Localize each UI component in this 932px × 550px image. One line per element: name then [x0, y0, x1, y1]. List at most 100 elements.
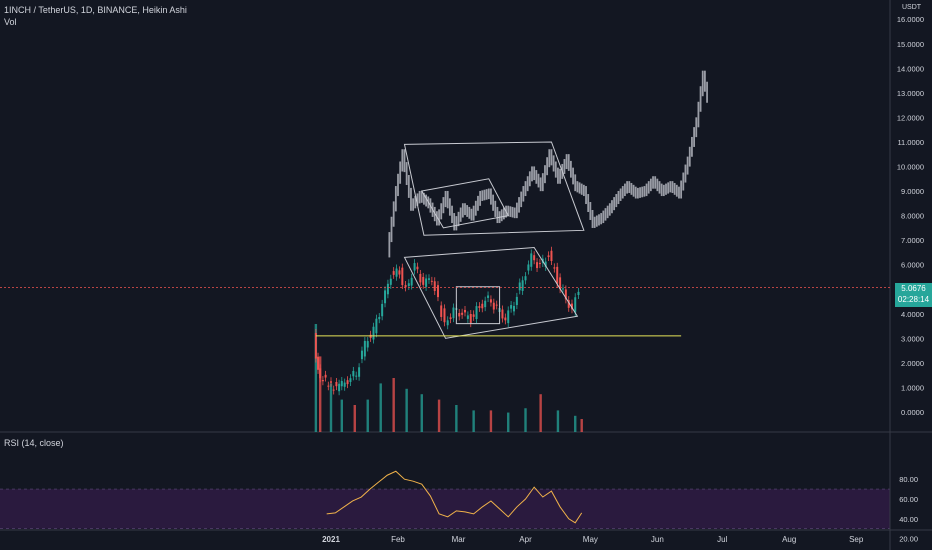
candle-body	[461, 312, 464, 315]
candle-body	[443, 308, 446, 323]
candle-body	[458, 313, 461, 317]
volume-bar	[420, 394, 423, 432]
rsi-axis-label: 60.00	[899, 495, 918, 504]
candle-body	[398, 270, 401, 275]
rsi-band	[0, 489, 890, 529]
overlay-pattern-inner	[420, 178, 509, 229]
time-axis-label: Feb	[391, 535, 405, 544]
candle-body	[381, 303, 384, 317]
candle-body	[553, 267, 556, 269]
candle-body	[416, 266, 419, 270]
candle-body	[489, 299, 492, 303]
volume-bar	[314, 324, 318, 432]
candle-body	[401, 267, 404, 286]
candle-body	[452, 307, 455, 319]
candle-body	[472, 314, 475, 317]
time-axis-label: May	[583, 535, 598, 544]
candle-body	[395, 268, 398, 277]
price-axis-label: 0.0000	[901, 408, 924, 417]
candle-body	[317, 356, 320, 370]
price-axis-label: 16.0000	[897, 15, 924, 24]
candle-body	[384, 290, 387, 304]
candle-body	[495, 304, 498, 306]
candle-body	[422, 276, 425, 285]
rsi-axis-label: 40.00	[899, 515, 918, 524]
candle-body	[413, 263, 416, 271]
volume-bar	[539, 394, 542, 432]
candle-body	[335, 381, 338, 387]
volume-bar	[524, 408, 527, 432]
price-axis-label: 14.0000	[897, 64, 924, 73]
candle-body	[410, 277, 413, 286]
price-axis-label: 13.0000	[897, 89, 924, 98]
candle-body	[332, 389, 335, 391]
candle-body	[404, 285, 407, 288]
candle-body	[440, 305, 443, 317]
time-axis-label: Jul	[717, 535, 727, 544]
price-axis-label: 7.0000	[901, 236, 924, 245]
candle-body	[469, 313, 472, 324]
candle-body	[538, 262, 541, 265]
candle-body	[561, 288, 564, 290]
volume-bar	[437, 399, 441, 432]
price-axis-label: 10.0000	[897, 163, 924, 172]
volume-bar	[318, 356, 322, 432]
candle-body	[338, 383, 341, 392]
candle-body	[515, 296, 518, 306]
price-axis-label: 3.0000	[901, 334, 924, 343]
price-axis-label: 4.0000	[901, 310, 924, 319]
candle-body	[392, 271, 395, 275]
time-axis-label: Mar	[452, 535, 466, 544]
candle-body	[433, 281, 436, 291]
candle-body	[346, 380, 349, 385]
rsi-axis-label: 20.00	[899, 535, 918, 544]
rsi-label: RSI (14, close)	[4, 438, 64, 448]
candle-body	[550, 250, 553, 261]
candle-body	[521, 280, 524, 291]
candle-body	[567, 300, 570, 308]
candle-body	[446, 320, 449, 326]
time-axis-label: 2021	[322, 535, 340, 544]
volume-bar	[329, 383, 333, 432]
volume-bar	[580, 419, 583, 432]
candle-body	[501, 309, 504, 319]
candle-body	[449, 317, 452, 320]
time-axis-label: Aug	[782, 535, 796, 544]
volume-bar	[455, 405, 458, 432]
last-price-badge: 5.0676 02:28:14	[895, 283, 932, 307]
price-pattern-inner	[455, 286, 501, 325]
price-axis-label: 8.0000	[901, 212, 924, 221]
candle-body	[577, 291, 580, 296]
last-price-countdown: 02:28:14	[897, 295, 930, 304]
price-axis-label: 15.0000	[897, 40, 924, 49]
candle-body	[504, 317, 507, 321]
volume-bar	[392, 378, 395, 432]
candle-body	[507, 310, 510, 324]
volume-bar	[405, 388, 408, 432]
candle-body	[386, 283, 389, 295]
candle-body	[330, 381, 332, 383]
candle-body	[430, 280, 433, 282]
volume-bar	[472, 410, 475, 432]
volume-bar	[353, 405, 356, 432]
candle-body	[389, 278, 392, 285]
candle-body	[375, 318, 378, 334]
candle-body	[464, 309, 466, 313]
volume-bar	[379, 383, 382, 432]
price-axis-label: 2.0000	[901, 359, 924, 368]
volume-bar	[574, 415, 577, 432]
candle-body	[358, 367, 361, 377]
overlay-pattern-outer	[403, 141, 585, 236]
volume-bar	[340, 399, 344, 432]
candle-body	[314, 332, 317, 359]
price-axis-label: 9.0000	[901, 187, 924, 196]
price-axis-label: 1.0000	[901, 383, 924, 392]
candle-body	[484, 300, 487, 308]
volume-label: Vol	[4, 17, 17, 27]
candle-body	[378, 317, 381, 320]
candle-body	[419, 273, 422, 283]
candle-body	[352, 370, 355, 377]
candle-body	[363, 340, 366, 357]
volume-bar	[556, 410, 560, 432]
